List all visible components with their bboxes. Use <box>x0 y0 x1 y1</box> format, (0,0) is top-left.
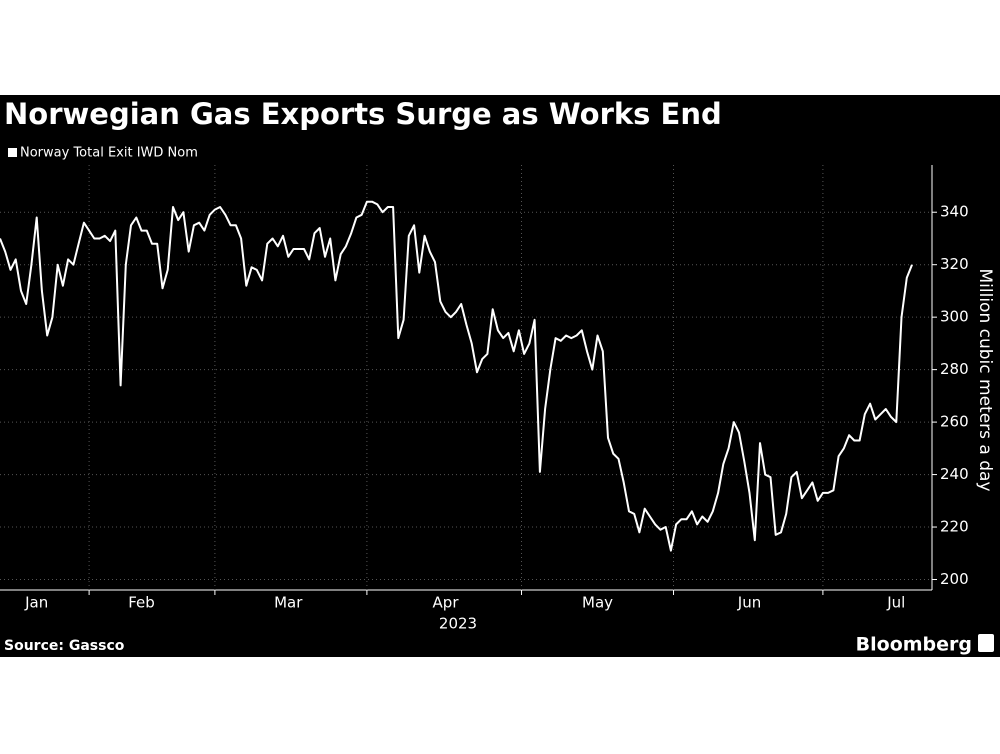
y-tick-label: 200 <box>940 570 969 588</box>
background <box>0 95 1000 657</box>
y-tick-label: 280 <box>940 360 969 378</box>
x-axis-title: 2023 <box>439 615 477 633</box>
x-tick-label: Jul <box>886 594 905 612</box>
y-tick-label: 240 <box>940 465 969 483</box>
y-axis-title: Million cubic meters a day <box>975 268 995 491</box>
legend-label: Norway Total Exit IWD Nom <box>20 146 198 161</box>
y-tick-label: 340 <box>940 203 969 221</box>
y-tick-label: 300 <box>940 308 969 326</box>
y-tick-label: 260 <box>940 413 969 431</box>
chart-title: Norwegian Gas Exports Surge as Works End <box>4 97 722 131</box>
x-tick-label: May <box>582 594 613 612</box>
x-tick-label: Jan <box>24 594 48 612</box>
y-tick-label: 220 <box>940 518 969 536</box>
y-tick-label: 320 <box>940 255 969 273</box>
x-tick-label: Jun <box>737 594 761 612</box>
x-tick-label: Mar <box>274 594 303 612</box>
legend-swatch <box>8 148 17 157</box>
data-line <box>0 200 913 552</box>
source: Source: Gassco <box>4 638 125 654</box>
x-tick-label: Apr <box>433 594 460 612</box>
x-tick-label: Feb <box>128 594 155 612</box>
brand-icon <box>978 634 994 652</box>
brand: Bloomberg <box>856 634 972 656</box>
